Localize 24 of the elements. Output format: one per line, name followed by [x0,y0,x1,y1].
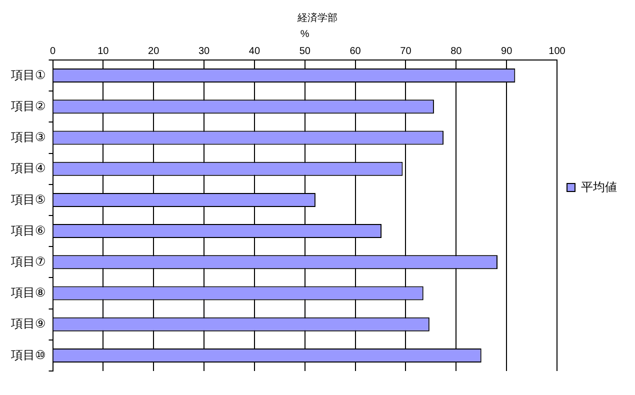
x-tick-label: 10 [98,46,110,57]
x-axis-title: % [300,28,310,40]
y-tick-label: 項目③ [10,130,46,144]
x-tick-label: 90 [501,46,513,57]
x-tick-label: 100 [548,46,566,57]
x-tick-label: 60 [350,46,362,57]
x-tick-label: 50 [299,46,311,57]
y-tick-label: 項目⑦ [10,254,46,268]
x-tick-label: 30 [198,46,210,57]
y-tick-label: 項目② [10,98,46,113]
y-tick-label: 項目⑧ [10,286,46,300]
y-tick-label: 項目⑨ [10,316,46,331]
x-tick-label: 40 [248,46,260,57]
y-tick-label: 項目④ [10,161,46,176]
x-tick-label: 70 [400,46,412,57]
chart-title: 経済学部 [296,12,338,24]
y-tick-label: 項目① [10,68,46,82]
y-tick-label: 項目⑥ [10,223,46,238]
y-tick-label: 項目⑩ [10,348,46,362]
x-tick-label: 20 [148,46,160,57]
x-tick-label: 80 [450,46,462,57]
x-tick-label: 0 [50,46,56,57]
legend-label: 平均値 [581,180,617,194]
y-tick-label: 項目⑤ [10,192,46,206]
